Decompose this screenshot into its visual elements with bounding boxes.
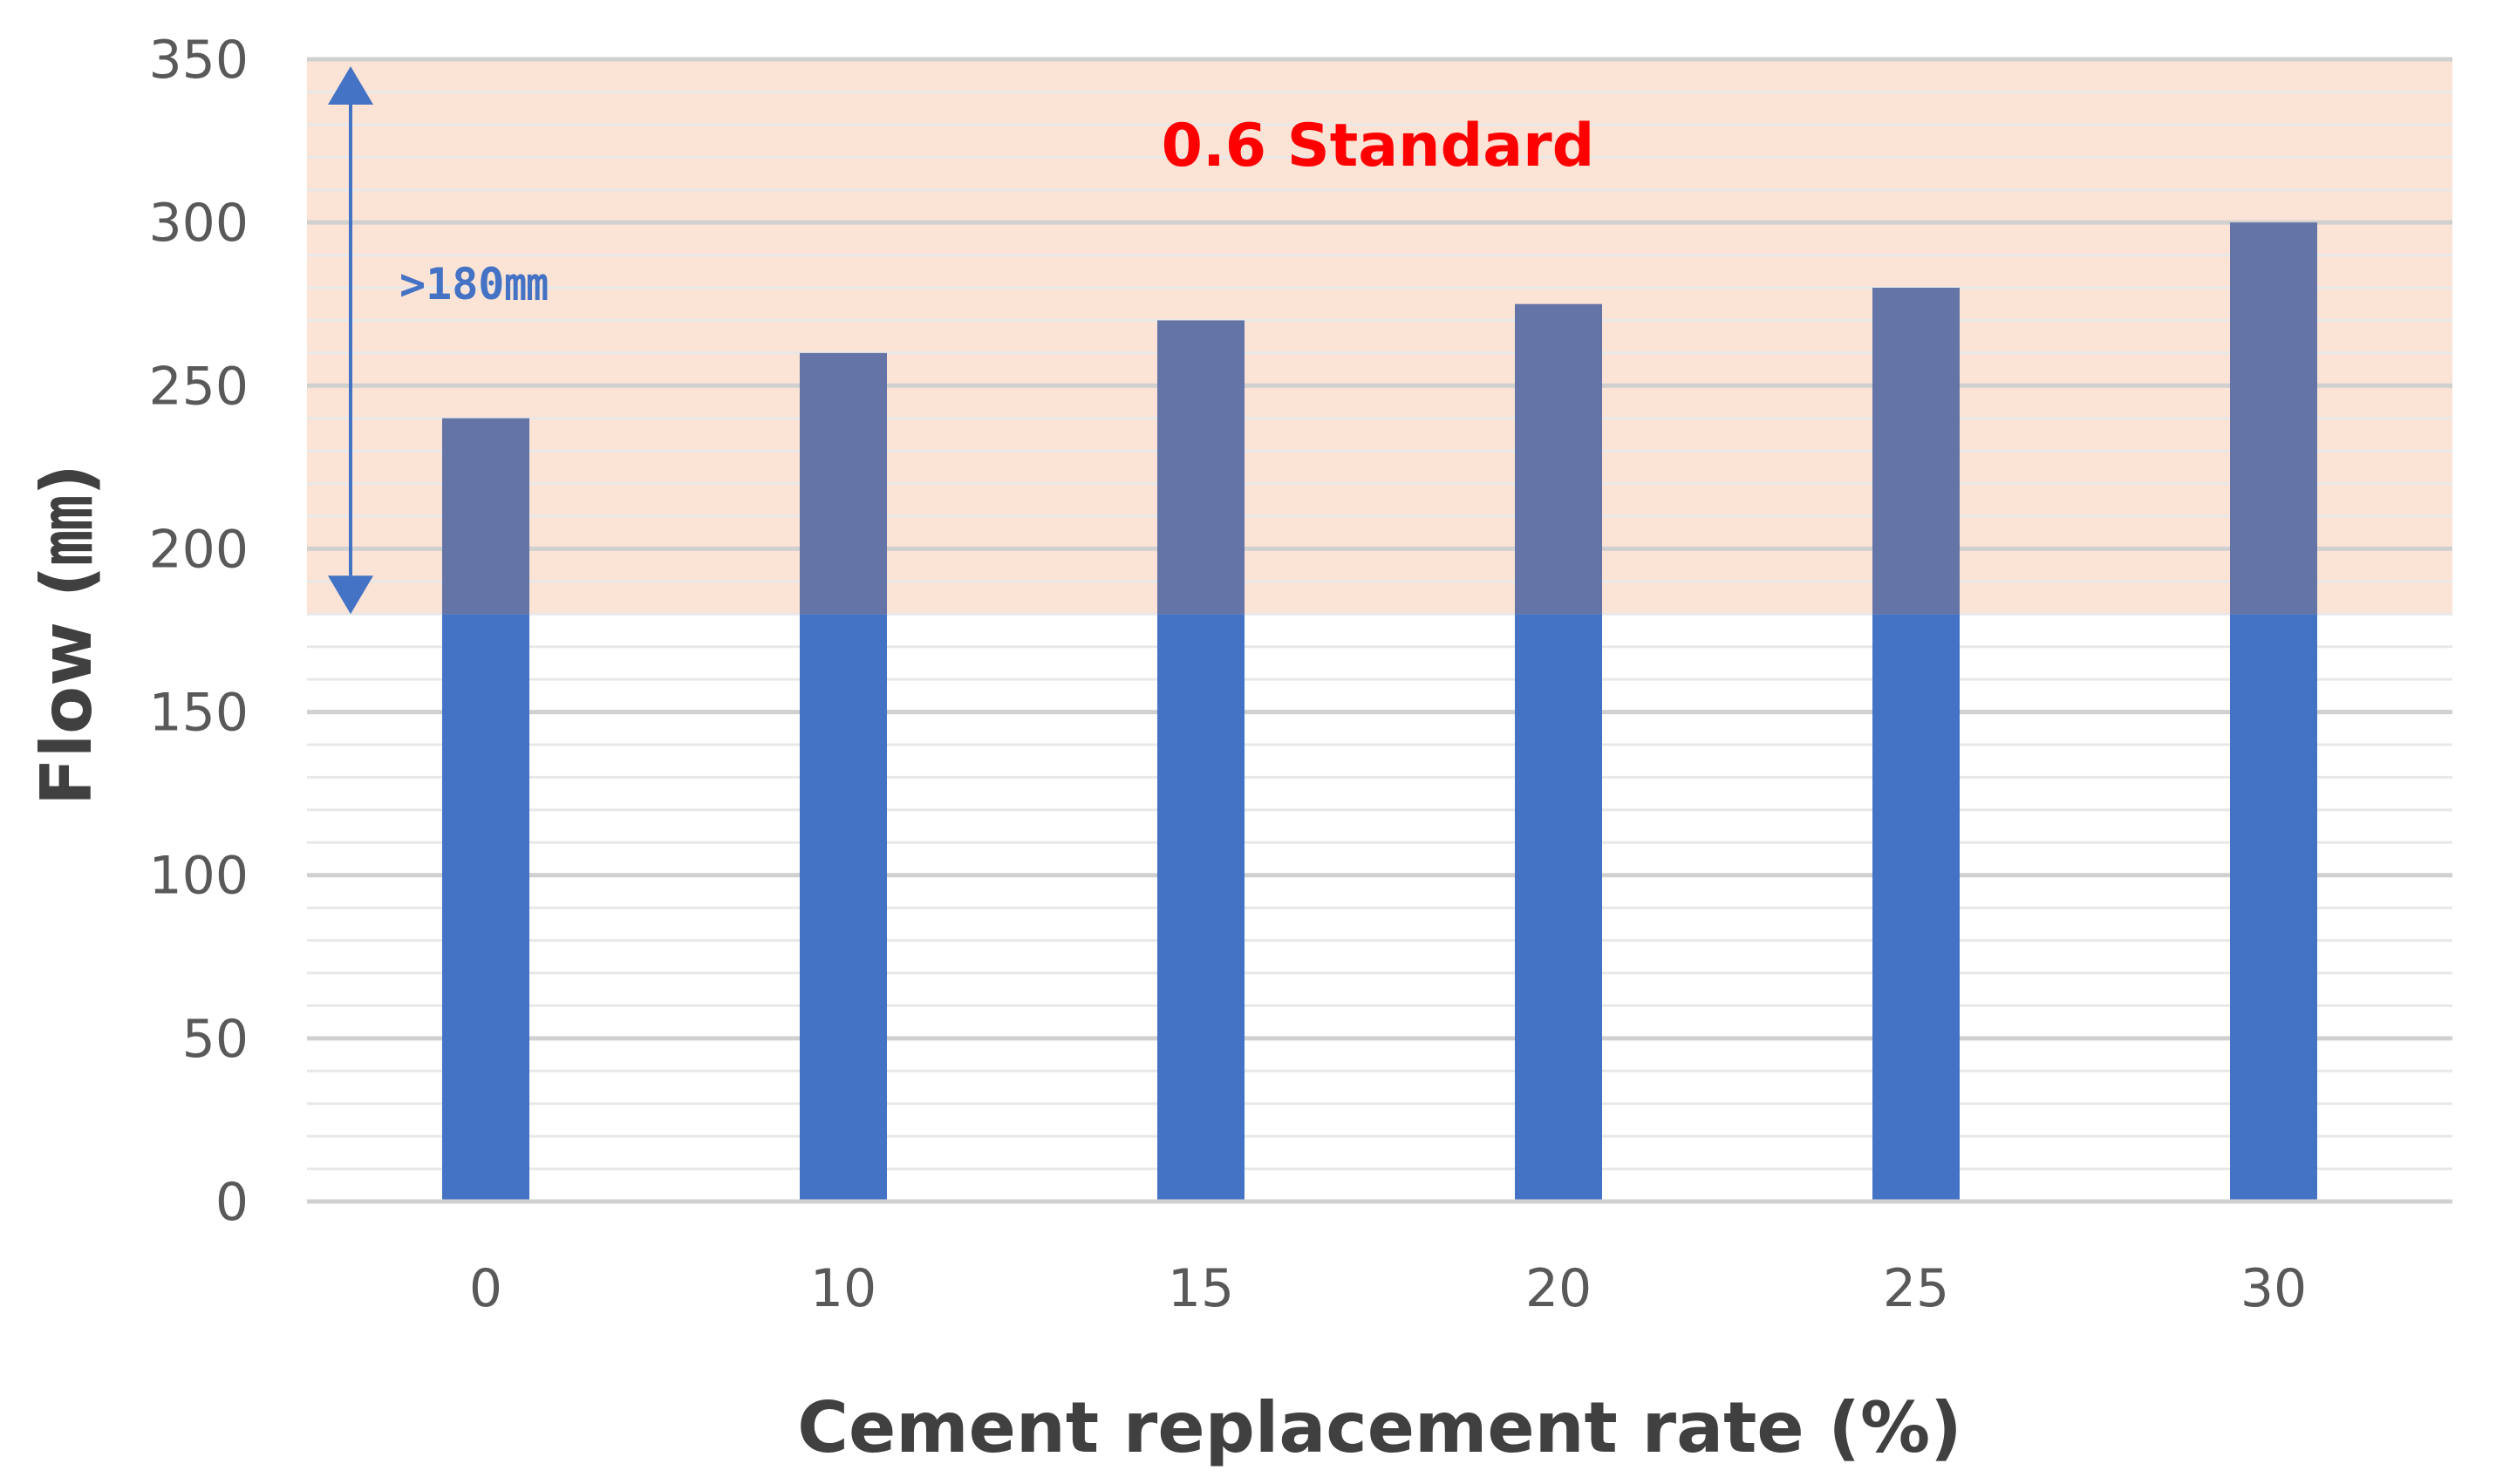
x-tick-label: 25	[1883, 1258, 1949, 1319]
range-arrow	[328, 66, 373, 615]
y-tick-label: 200	[148, 519, 249, 580]
y-tick-label: 250	[148, 356, 249, 417]
y-tick-label: 350	[148, 30, 249, 91]
bar-0	[442, 614, 529, 1201]
x-axis-title: Cement replacement rate (%)	[797, 1387, 1961, 1468]
range-label: >180㎜	[399, 259, 548, 310]
bar-10	[800, 614, 887, 1201]
bar-top-25	[1872, 288, 1960, 615]
y-tick-label: 0	[215, 1172, 249, 1233]
standard-label: 0.6 Standard	[1162, 112, 1595, 180]
arrow-head-down-icon	[328, 575, 373, 615]
bar-top-30	[2230, 222, 2317, 615]
x-tick-label: 20	[1525, 1258, 1592, 1319]
bar-15	[1157, 614, 1245, 1201]
bar-20	[1515, 614, 1602, 1201]
x-tick-label: 10	[810, 1258, 876, 1319]
y-axis-title: Flow (㎜)	[26, 464, 107, 806]
x-axis-ticks: 0 10 15 20 25 30	[469, 1258, 2307, 1319]
y-tick-label: 300	[148, 193, 249, 254]
bar-top-0	[442, 418, 529, 615]
x-tick-label: 0	[469, 1258, 502, 1319]
bar-top-15	[1157, 320, 1245, 615]
grid-lines	[307, 57, 2452, 1171]
bar-top-10	[800, 352, 887, 615]
y-tick-label: 50	[182, 1009, 249, 1070]
y-tick-label: 150	[148, 683, 249, 744]
arrow-head-up-icon	[328, 66, 373, 105]
x-tick-label: 30	[2240, 1258, 2307, 1319]
bar-25	[1872, 614, 1960, 1201]
standard-band	[307, 59, 2452, 615]
y-tick-label: 100	[148, 846, 249, 907]
y-axis-ticks: 0 50 100 150 200 250 300 350	[148, 30, 249, 1233]
bar-top-20	[1515, 303, 1602, 615]
x-tick-label: 15	[1168, 1258, 1234, 1319]
bars	[442, 222, 2317, 1201]
bar-30	[2230, 614, 2317, 1201]
